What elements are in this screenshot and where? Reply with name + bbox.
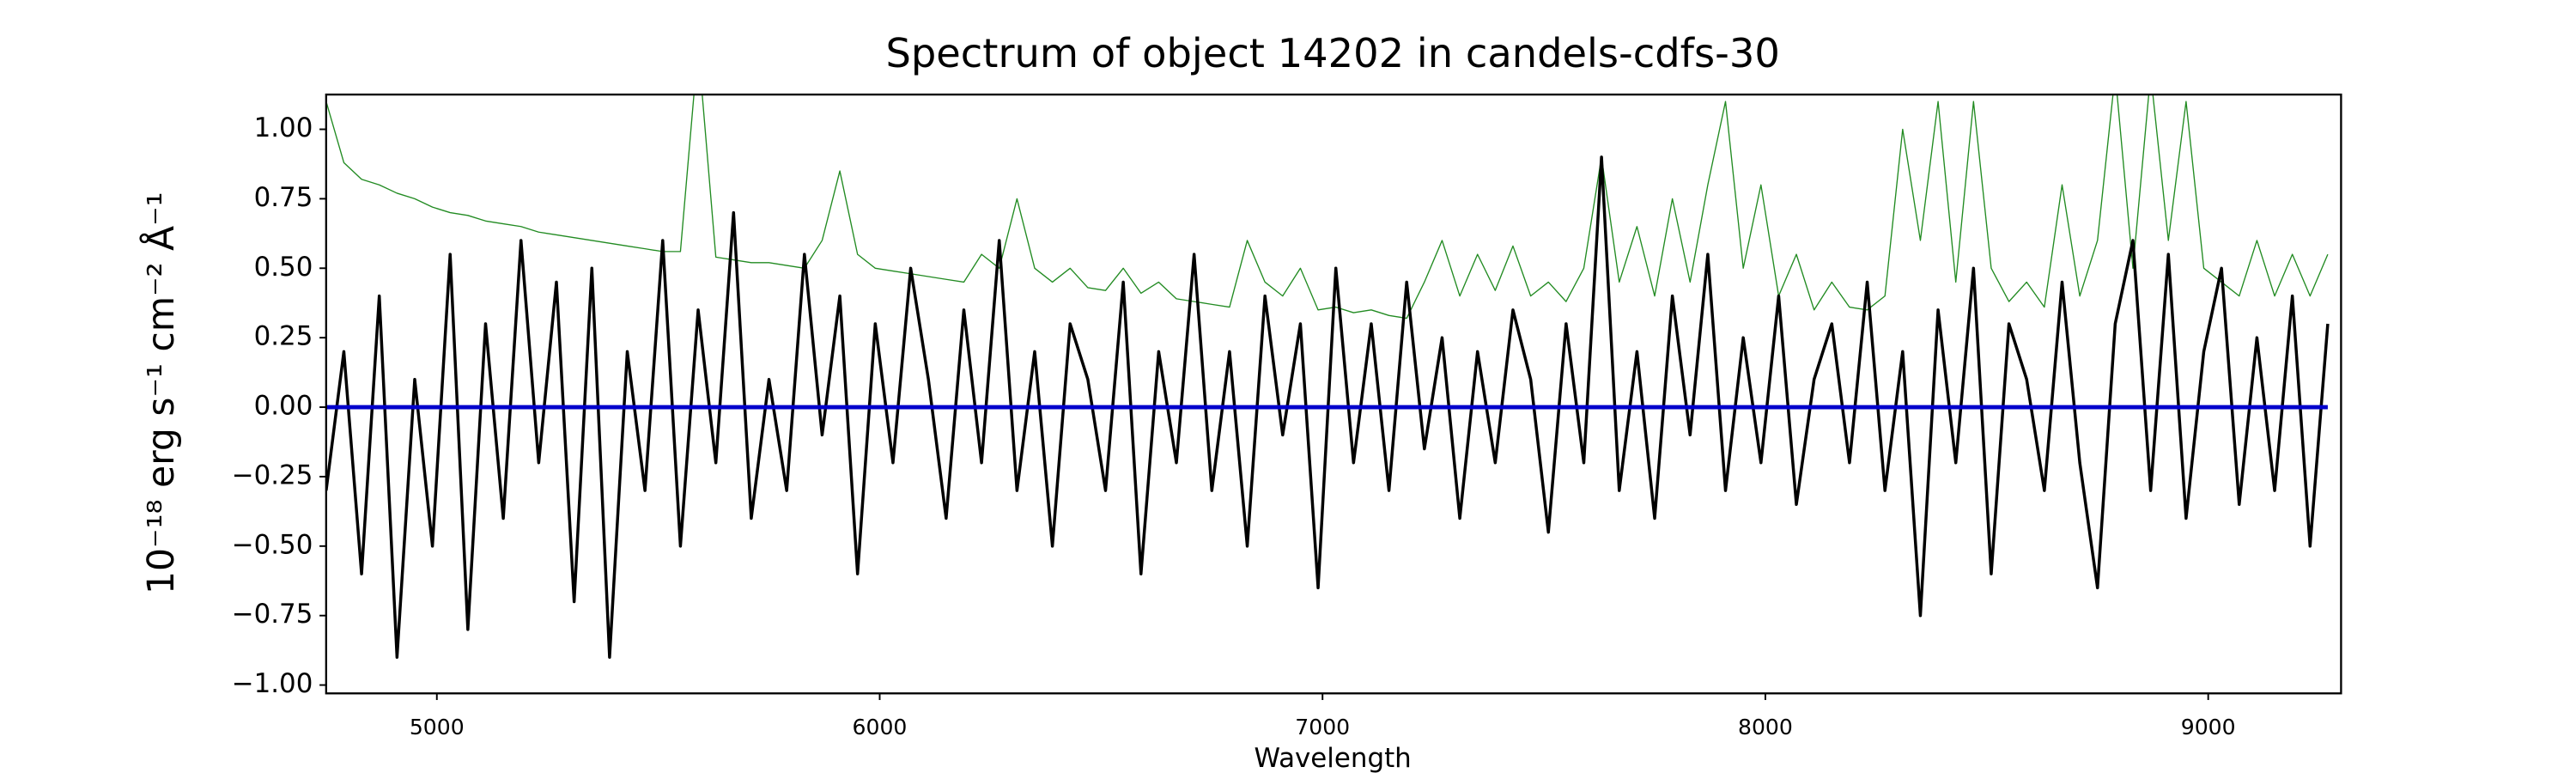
x-tick-label: 6000 bbox=[853, 715, 908, 740]
y-tick-label: 0.75 bbox=[254, 182, 313, 213]
x-tick-label: 5000 bbox=[410, 715, 465, 740]
x-tick-label: 8000 bbox=[1738, 715, 1793, 740]
y-tick-label: 0.25 bbox=[254, 321, 313, 352]
y-tick-label: −1.00 bbox=[232, 668, 313, 699]
x-axis-label: Wavelength bbox=[1255, 743, 1412, 773]
x-tick-label: 9000 bbox=[2181, 715, 2236, 740]
series-line bbox=[325, 155, 2330, 659]
y-tick-label: 1.00 bbox=[254, 113, 313, 143]
series-line bbox=[325, 94, 2329, 320]
y-tick-label: 0.50 bbox=[254, 252, 313, 283]
plot-area bbox=[325, 94, 2330, 659]
x-tick-label: 7000 bbox=[1295, 715, 1350, 740]
y-tick-label: −0.50 bbox=[232, 529, 313, 560]
y-axis-label: 10⁻¹⁸ erg s⁻¹ cm⁻² Å⁻¹ bbox=[139, 192, 183, 594]
chart-title: Spectrum of object 14202 in candels-cdfs… bbox=[885, 30, 1779, 76]
plot-frame bbox=[325, 93, 2342, 695]
y-tick-label: 0.00 bbox=[254, 391, 313, 422]
y-tick-label: −0.25 bbox=[232, 460, 313, 490]
y-tick-label: −0.75 bbox=[232, 599, 313, 630]
